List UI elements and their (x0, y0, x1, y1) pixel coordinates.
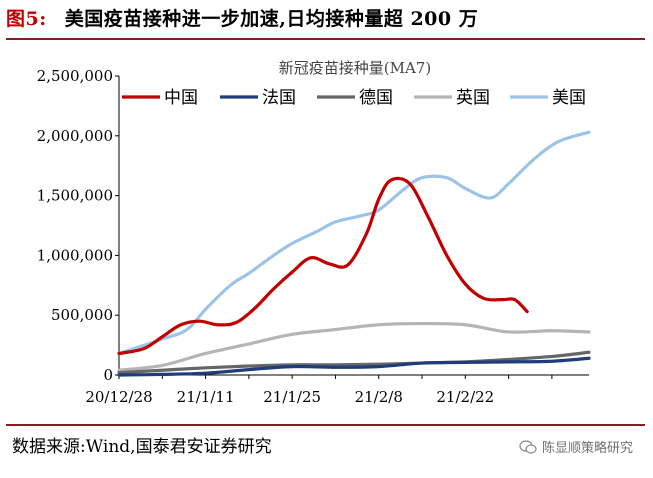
watermark: 陈显顺策略研究 (519, 437, 633, 456)
chart-axes: 0 500,000 1,000,000 1,500,000 2,000,000 2,500… (37, 67, 589, 406)
legend-item-1: 法国 (220, 88, 296, 108)
vaccination-line-chart: 0 500,000 1,000,000 1,500,000 2,000,000 2,500… (37, 59, 591, 406)
figure-title: 图5: 美国疫苗接种进一步加速,日均接种量超 200 万 (6, 4, 478, 31)
series-line-4 (117, 130, 591, 356)
legend-item-4: 美国 (510, 88, 586, 108)
legend-label: 英国 (456, 88, 490, 108)
legend-item-2: 德国 (317, 88, 393, 108)
x-tick-label: 21/1/11 (177, 388, 235, 406)
y-tick-label: 1,000,000 (37, 246, 113, 264)
watermark-text: 陈显顺策略研究 (541, 441, 633, 456)
figure-label: 图5: (6, 8, 47, 30)
y-tick-label: 0 (103, 366, 113, 384)
legend-item-3: 英国 (414, 88, 490, 108)
figure-title-text: 美国疫苗接种进一步加速,日均接种量超 200 万 (64, 8, 479, 30)
chart-series (117, 130, 591, 377)
chart-legend: 中国 法国 德国 英国 美国 (122, 88, 586, 108)
series-line-1 (117, 356, 591, 377)
source-note: 数据来源:Wind,国泰君安证券研究 (12, 437, 272, 457)
chart-title: 新冠疫苗接种量(MA7) (279, 59, 431, 77)
legend-label: 法国 (262, 88, 296, 108)
y-tick-label: 1,500,000 (37, 187, 113, 205)
series-line-2 (117, 350, 591, 375)
x-tick-label: 21/1/25 (263, 388, 321, 406)
y-tick-label: 500,000 (51, 306, 113, 324)
series-line-0 (117, 176, 529, 356)
source-rule (6, 424, 645, 426)
legend-label: 中国 (164, 88, 198, 108)
x-tick-label: 21/2/8 (355, 388, 403, 406)
x-tick-label: 21/2/22 (436, 388, 494, 406)
series-line-3 (117, 321, 591, 372)
legend-item-0: 中国 (122, 88, 198, 108)
legend-label: 德国 (359, 88, 393, 108)
y-tick-label: 2,000,000 (37, 127, 113, 145)
x-tick-label: 20/12/28 (85, 388, 152, 406)
wechat-icon (519, 439, 537, 454)
y-tick-label: 2,500,000 (37, 67, 113, 85)
title-rule (6, 38, 645, 40)
legend-label: 美国 (552, 88, 586, 108)
